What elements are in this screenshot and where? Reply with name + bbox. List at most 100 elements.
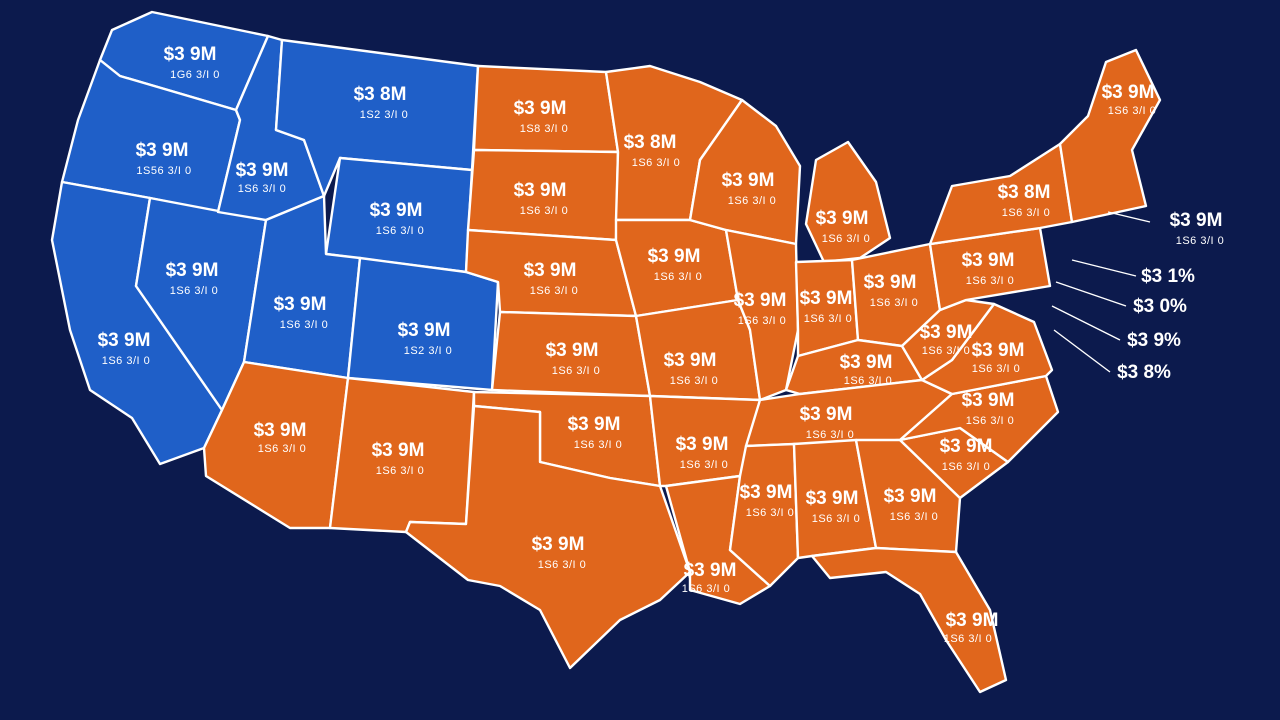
ks-value-label: $3 9M [546,340,599,361]
wa-sub-label: 1G6 3/I 0 [170,69,220,81]
ar-sub-label: 1S6 3/I 0 [680,459,729,471]
co-sub-label: 1S2 3/I 0 [404,345,453,357]
la-sub-label: 1S6 3/I 0 [682,583,731,595]
nd-sub-label: 1S8 3/I 0 [520,123,569,135]
fl-value-label: $3 9M [946,610,999,631]
id-value-label: $3 9M [236,160,289,181]
nc-sub-label: 1S6 3/I 0 [966,415,1015,427]
tx-value-label: $3 9M [532,534,585,555]
tx-sub-label: 1S6 3/I 0 [538,559,587,571]
callouts: $3 9M 1S6 3/I 0 $3 1% $3 0% $3 9% $3 8% [1051,210,1224,383]
sc-value-label: $3 9M [940,436,993,457]
tn-value-label: $3 9M [800,404,853,425]
ny-sub-label: 1S6 3/I 0 [1002,207,1051,219]
mo-value-label: $3 9M [664,350,717,371]
callout-line-2 [1071,259,1137,277]
wv-sub-label: 1S6 3/I 0 [922,345,971,357]
al-value-label: $3 9M [806,488,859,509]
state-ia[interactable] [614,218,740,318]
ca-value-label: $3 9M [98,330,151,351]
ok-value-label: $3 9M [568,414,621,435]
wy-sub-label: 1S6 3/I 0 [376,225,425,237]
or-sub-label: 1S56 3/I 0 [136,165,191,177]
sd-value-label: $3 9M [514,180,567,201]
ut-sub-label: 1S6 3/I 0 [280,319,329,331]
state-ga[interactable] [854,438,962,554]
callout-line-3 [1055,281,1127,307]
nm-sub-label: 1S6 3/I 0 [376,465,425,477]
callout-line-4 [1051,305,1121,341]
wv-value-label: $3 9M [920,322,973,343]
ia-sub-label: 1S6 3/I 0 [654,271,703,283]
ga-sub-label: 1S6 3/I 0 [890,511,939,523]
nc-value-label: $3 9M [962,390,1015,411]
state-labels: $3 9M 1G6 3/I 0 $3 9M 1S56 3/I 0 $3 9M 1… [98,44,1157,645]
ky-sub-label: 1S6 3/I 0 [844,375,893,387]
ca-sub-label: 1S6 3/I 0 [102,355,151,367]
or-value-label: $3 9M [136,140,189,161]
az-value-label: $3 9M [254,420,307,441]
callout-3-value: $3 0% [1133,296,1187,317]
nd-value-label: $3 9M [514,98,567,119]
ne-value-label: $3 9M [524,260,577,281]
ms-sub-label: 1S6 3/I 0 [746,507,795,519]
state-tx[interactable] [404,404,692,670]
ky-value-label: $3 9M [840,352,893,373]
nv-sub-label: 1S6 3/I 0 [170,285,219,297]
state-new-england[interactable] [1058,48,1162,224]
il-sub-label: 1S6 3/I 0 [738,315,787,327]
mn-sub-label: 1S6 3/I 0 [632,157,681,169]
ga-value-label: $3 9M [884,486,937,507]
il-value-label: $3 9M [734,290,787,311]
oh-sub-label: 1S6 3/I 0 [870,297,919,309]
va-value-label: $3 9M [972,340,1025,361]
ks-sub-label: 1S6 3/I 0 [552,365,601,377]
ne-sub-label: 1S6 3/I 0 [530,285,579,297]
wy-value-label: $3 9M [370,200,423,221]
sd-sub-label: 1S6 3/I 0 [520,205,569,217]
mi-value-label: $3 9M [816,208,869,229]
pa-sub-label: 1S6 3/I 0 [966,275,1015,287]
callout-line-5 [1053,329,1111,373]
ny-value-label: $3 8M [998,182,1051,203]
id-sub-label: 1S6 3/I 0 [238,183,287,195]
va-sub-label: 1S6 3/I 0 [972,363,1021,375]
nv-value-label: $3 9M [166,260,219,281]
ms-value-label: $3 9M [740,482,793,503]
mo-sub-label: 1S6 3/I 0 [670,375,719,387]
tn-sub-label: 1S6 3/I 0 [806,429,855,441]
state-co[interactable] [346,256,500,392]
ia-value-label: $3 9M [648,246,701,267]
callout-4-value: $3 9% [1127,330,1181,351]
callout-line-1 [1107,211,1151,223]
al-sub-label: 1S6 3/I 0 [812,513,861,525]
mt-value-label: $3 8M [354,84,407,105]
callout-2-value: $3 1% [1141,266,1195,287]
mn-value-label: $3 8M [624,132,677,153]
new-england-sub-label: 1S6 3/I 0 [1108,105,1157,117]
in-sub-label: 1S6 3/I 0 [804,313,853,325]
state-il[interactable] [724,228,800,402]
state-mi[interactable] [804,140,892,264]
fl-sub-label: 1S6 3/I 0 [944,633,993,645]
az-sub-label: 1S6 3/I 0 [258,443,307,455]
callout-1-value: $3 9M [1170,210,1223,231]
wi-sub-label: 1S6 3/I 0 [728,195,777,207]
state-fl[interactable] [810,546,1008,694]
co-value-label: $3 9M [398,320,451,341]
wi-value-label: $3 9M [722,170,775,191]
state-wi[interactable] [688,98,802,246]
callout-5-value: $3 8% [1117,362,1171,383]
ok-sub-label: 1S6 3/I 0 [574,439,623,451]
wa-value-label: $3 9M [164,44,217,65]
in-value-label: $3 9M [800,288,853,309]
mi-sub-label: 1S6 3/I 0 [822,233,871,245]
new-england-value-label: $3 9M [1102,82,1155,103]
pa-value-label: $3 9M [962,250,1015,271]
ar-value-label: $3 9M [676,434,729,455]
mt-sub-label: 1S2 3/I 0 [360,109,409,121]
nm-value-label: $3 9M [372,440,425,461]
la-value-label: $3 9M [684,560,737,581]
sc-sub-label: 1S6 3/I 0 [942,461,991,473]
